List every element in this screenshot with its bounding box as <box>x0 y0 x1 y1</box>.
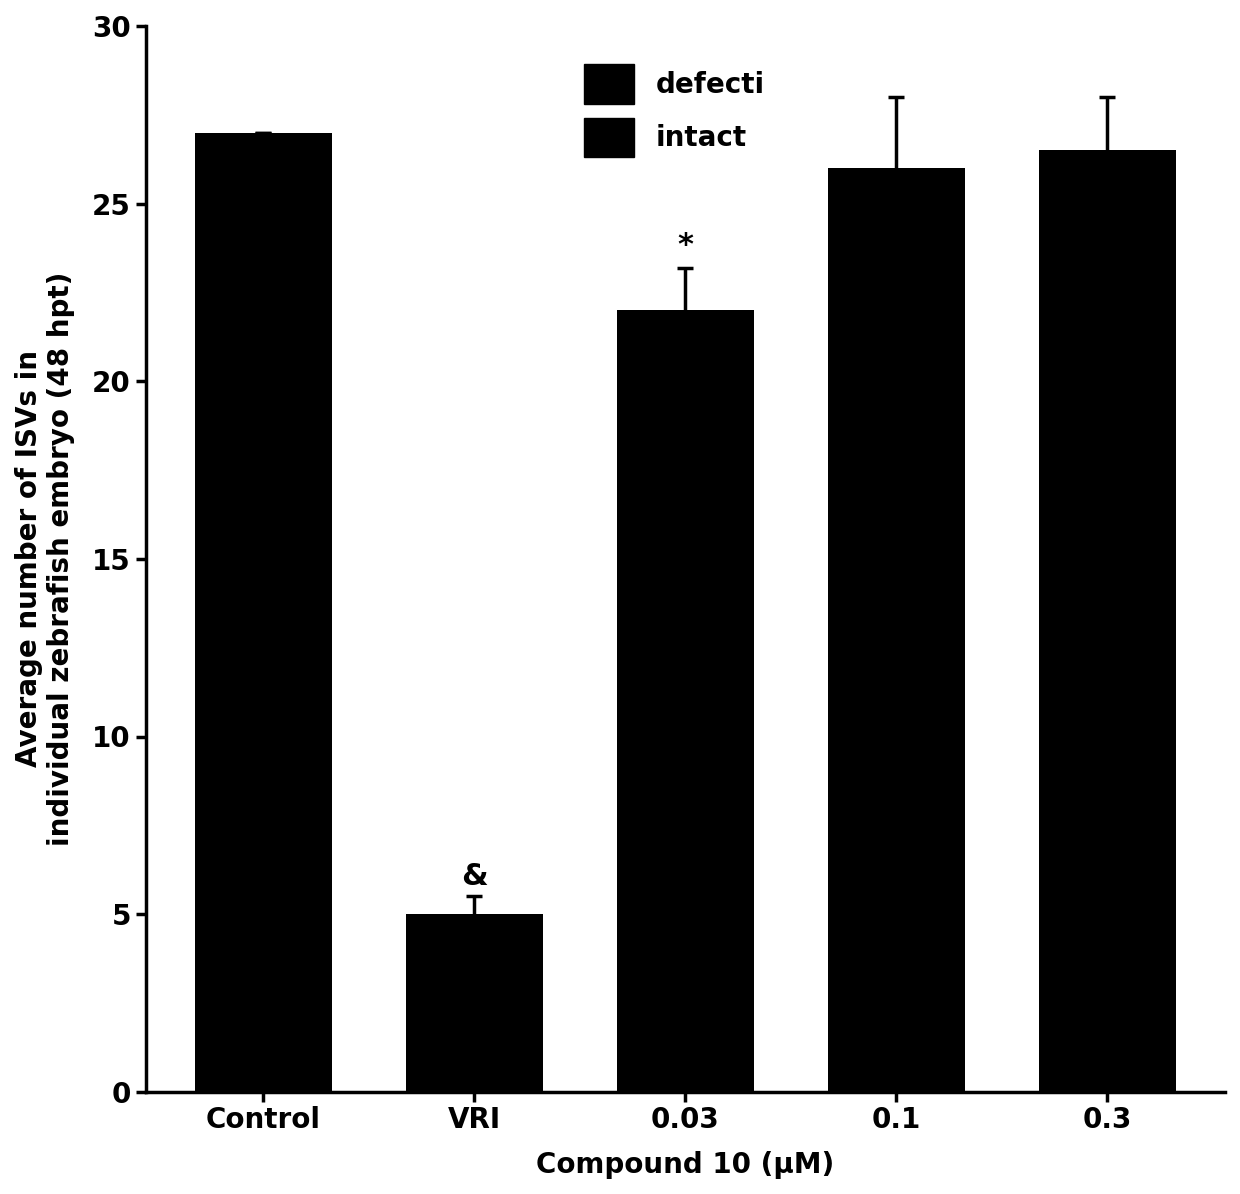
Bar <box>1039 150 1176 1091</box>
Bar <box>405 915 543 1091</box>
Text: *: * <box>1102 213 1112 232</box>
Bar <box>616 310 754 1091</box>
Text: &: & <box>461 862 487 891</box>
Y-axis label: Average number of ISVs in
individual zebrafish embryo (48 hpt): Average number of ISVs in individual zeb… <box>15 272 76 847</box>
Bar <box>195 133 332 1091</box>
Text: #: # <box>677 487 693 505</box>
X-axis label: Compound 10 (μM): Compound 10 (μM) <box>536 1151 835 1178</box>
Legend: defecti, intact: defecti, intact <box>569 50 779 171</box>
Text: *: * <box>677 232 693 260</box>
Bar <box>828 168 965 1091</box>
Text: #: # <box>888 248 904 267</box>
